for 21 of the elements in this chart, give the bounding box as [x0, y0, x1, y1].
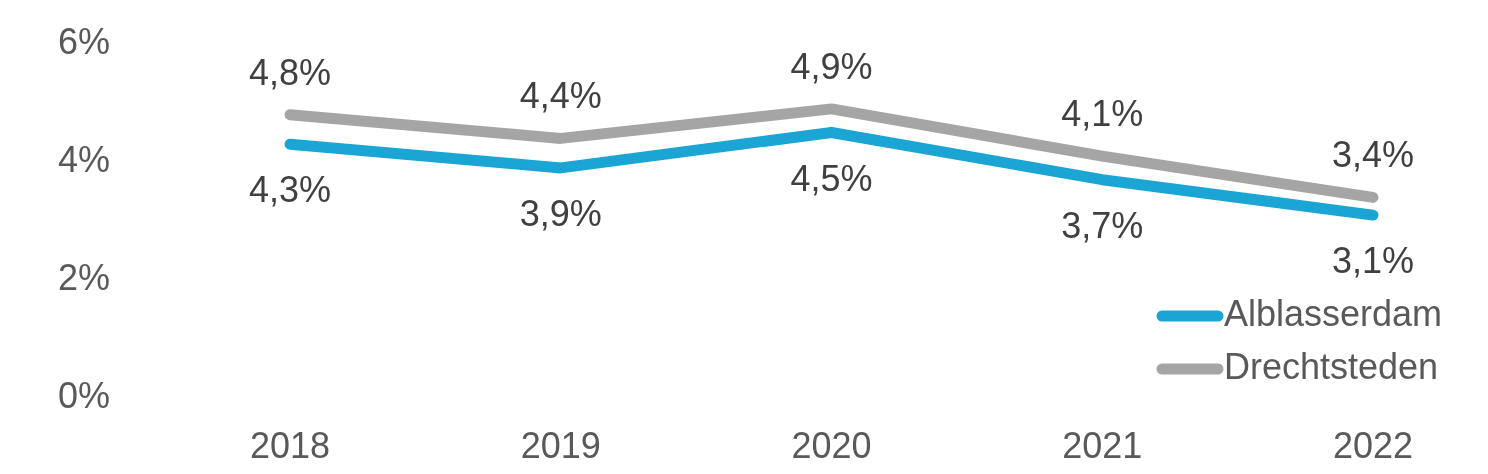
data-label: 4,3% — [248, 169, 332, 211]
x-tick-label: 2022 — [1332, 425, 1414, 466]
data-label: 4,9% — [790, 45, 873, 87]
x-tick-label: 2021 — [1062, 425, 1143, 466]
data-label: 3,1% — [1331, 240, 1415, 282]
legend-label: Drechtsteden — [1224, 345, 1439, 387]
data-label: 4,5% — [790, 157, 873, 199]
data-label: 4,8% — [248, 51, 332, 93]
data-label: 4,1% — [1061, 93, 1144, 135]
y-tick-label: 2% — [57, 256, 110, 298]
x-tick-label: 2018 — [249, 425, 331, 466]
legend-label: Alblasserdam — [1224, 292, 1443, 334]
x-tick-label: 2020 — [791, 425, 872, 466]
x-tick-label: 2019 — [520, 425, 601, 466]
y-tick-label: 0% — [57, 374, 110, 416]
y-tick-label: 6% — [57, 20, 110, 62]
data-label: 4,4% — [519, 75, 602, 117]
y-tick-label: 4% — [57, 138, 110, 180]
data-label: 3,9% — [519, 192, 602, 234]
data-label: 3,7% — [1061, 204, 1144, 246]
data-label: 3,4% — [1331, 134, 1415, 176]
